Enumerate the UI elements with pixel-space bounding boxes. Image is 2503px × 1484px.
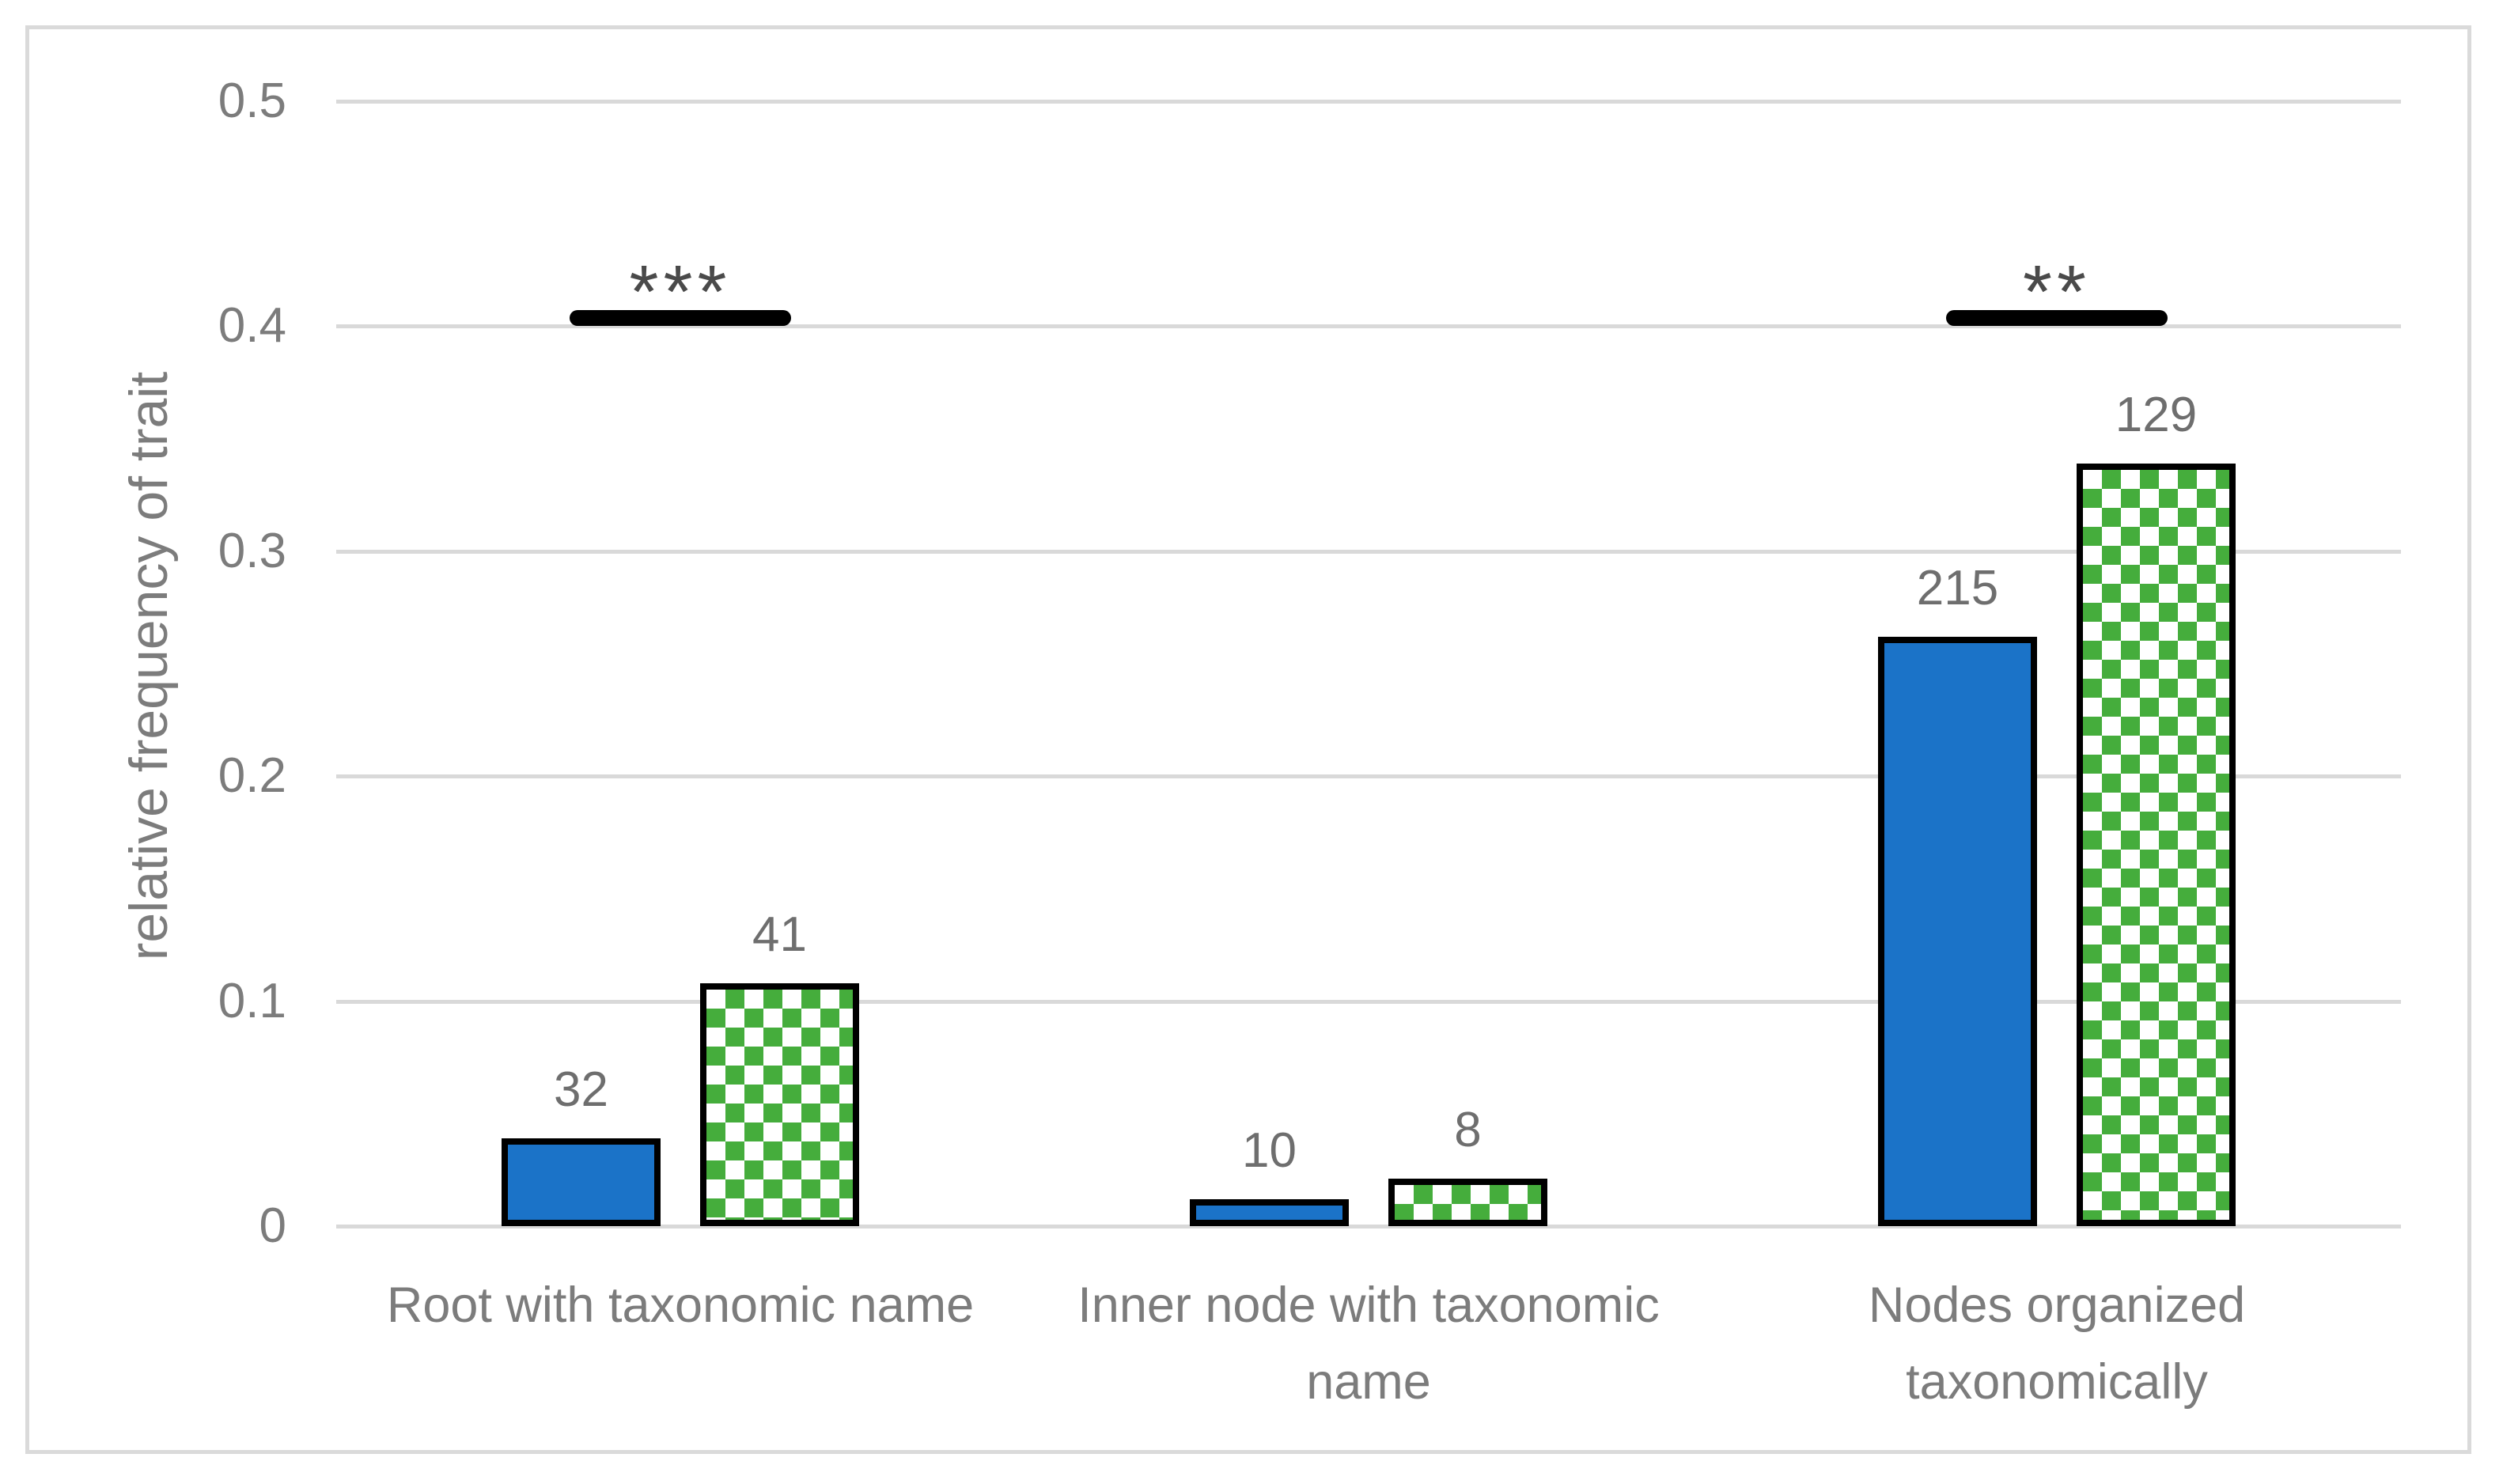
y-gridline [336,1225,2401,1228]
x-category-label-line: Root with taxonomic name [386,1278,975,1333]
x-category-label: Root with taxonomic name [293,1267,1068,1344]
bar-count-label: 10 [1242,1123,1297,1178]
y-tick-label: 0 [259,1198,286,1253]
bar-count-label: 215 [1916,561,1999,615]
green-checker-series-bar [700,983,859,1226]
bar-count-label: 8 [1454,1103,1482,1157]
y-tick-label: 0.1 [218,973,286,1028]
green-checker-series-bar [2077,464,2236,1226]
green-checker-series-bar [1388,1179,1547,1226]
y-axis-title: relative frequency of trait [119,371,179,961]
significance-line [570,310,791,326]
x-category-label: Nodes organized taxonomically [1669,1267,2444,1421]
blue-solid-series-bar [1878,637,2037,1226]
blue-solid-series-bar [1190,1199,1349,1226]
bar-count-label: 129 [2115,388,2198,442]
x-category-label-line: Nodes organized [1868,1278,2246,1333]
x-category-label-line: name [1306,1354,1431,1410]
significance-asterisks: *** [629,250,732,334]
blue-solid-series-bar [502,1138,661,1226]
significance-asterisks: ** [2023,250,2091,334]
y-gridline [336,100,2401,104]
y-gridline [336,999,2401,1004]
significance-line [1946,310,2168,326]
y-gridline [336,324,2401,329]
y-tick-label: 0.4 [218,298,286,354]
bar-count-label: 41 [752,907,807,962]
y-gridline [336,549,2401,554]
x-category-label-line: taxonomically [1906,1354,2208,1410]
y-tick-label: 0.2 [218,748,286,804]
bar-count-label: 32 [554,1062,608,1117]
y-tick-label: 0.5 [218,74,286,128]
x-category-label-line: Inner node with taxonomic [1077,1278,1660,1333]
y-gridline [336,774,2401,779]
x-category-label: Inner node with taxonomic name [981,1267,1756,1421]
y-tick-label: 0.3 [218,523,286,578]
